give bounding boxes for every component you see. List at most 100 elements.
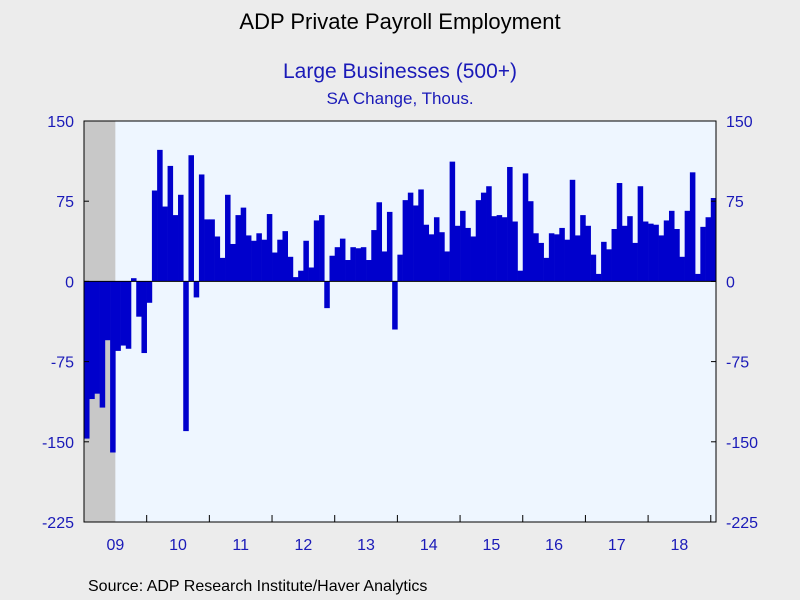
bar	[689, 172, 696, 282]
bar	[151, 190, 158, 282]
bar-series	[84, 149, 717, 453]
bar	[674, 229, 680, 282]
bar	[653, 224, 659, 282]
bar	[574, 235, 581, 282]
bar	[157, 149, 163, 282]
bar	[407, 192, 414, 282]
bar	[266, 214, 273, 282]
bar	[183, 281, 189, 432]
bar	[350, 247, 356, 282]
bar	[475, 200, 482, 282]
bar	[334, 247, 341, 282]
bar	[125, 281, 132, 349]
y-axis: 150 150 75 75 0 0 -75 -75 -150 -150 -225 -225	[42, 114, 758, 532]
y-tick-label-left: 150	[47, 114, 74, 131]
y-tick-label-left: 75	[56, 194, 74, 211]
bar	[569, 179, 576, 282]
bar	[559, 227, 565, 282]
bar	[496, 215, 503, 282]
bar	[700, 226, 706, 282]
y-tick-label-left: -225	[42, 515, 74, 532]
bar	[230, 243, 236, 282]
bar	[355, 248, 362, 282]
bar	[245, 235, 252, 282]
x-tick-label: 16	[545, 537, 563, 554]
bar	[402, 200, 409, 282]
bar	[324, 281, 330, 309]
bar	[120, 281, 127, 346]
bar	[313, 220, 320, 282]
bar	[146, 281, 153, 303]
bar	[710, 197, 717, 282]
bar	[611, 229, 618, 282]
bar	[491, 216, 497, 282]
bar	[277, 239, 283, 282]
bar	[460, 210, 466, 282]
bar	[204, 219, 210, 282]
bar	[89, 281, 95, 400]
bar	[214, 236, 221, 282]
bar	[178, 194, 184, 282]
bar	[522, 173, 529, 282]
bar	[397, 254, 403, 282]
bar	[679, 256, 685, 282]
bar	[423, 224, 430, 282]
bar	[507, 166, 513, 282]
source-note: Source: ADP Research Institute/Haver Ana…	[88, 578, 428, 595]
bar	[172, 215, 179, 282]
bar	[695, 273, 701, 282]
bar	[663, 220, 670, 282]
y-tick-label-right: 150	[726, 114, 753, 131]
bar	[595, 273, 602, 282]
bar	[418, 189, 424, 282]
bar	[632, 242, 638, 282]
bar	[209, 219, 215, 282]
bar	[162, 206, 168, 282]
bar	[193, 281, 200, 298]
chart-title: ADP Private Payroll Employment	[239, 9, 561, 34]
bar	[141, 281, 147, 354]
x-tick-label: 18	[671, 537, 689, 554]
y-tick-label-right: -75	[726, 355, 749, 372]
bar	[292, 277, 299, 282]
bar	[501, 217, 508, 282]
x-tick-label: 11	[232, 537, 249, 554]
bar	[585, 225, 591, 282]
y-tick-label-left: -150	[42, 435, 74, 452]
bar	[590, 254, 597, 282]
bar	[465, 227, 471, 282]
bar	[533, 233, 539, 282]
bar	[381, 251, 388, 282]
y-tick-label-right: -150	[726, 435, 758, 452]
bar	[648, 223, 654, 282]
bar	[386, 211, 393, 282]
bar	[454, 225, 461, 282]
bar	[538, 242, 544, 282]
bar	[235, 215, 241, 282]
chart-subtitle: Large Businesses (500+)	[282, 60, 518, 83]
x-tick-label: 12	[294, 537, 312, 554]
bar	[298, 270, 304, 282]
bar	[543, 257, 550, 282]
bar	[512, 221, 518, 282]
bar	[548, 233, 555, 282]
bar	[99, 281, 106, 408]
bar	[580, 215, 586, 282]
bar	[303, 240, 309, 282]
bar	[486, 186, 492, 282]
bar	[366, 260, 372, 282]
bar	[167, 165, 174, 282]
x-tick-label: 15	[483, 537, 501, 554]
plot-frame	[83, 120, 717, 523]
bar	[256, 233, 262, 282]
x-tick-label: 14	[420, 537, 438, 554]
bar	[84, 281, 90, 439]
bar	[240, 207, 247, 282]
bar	[110, 281, 116, 453]
bar	[449, 161, 456, 282]
x-axis: 09 10 11 12 13 14 15 16 17 18	[106, 515, 712, 554]
y-tick-label-right: 0	[726, 274, 735, 291]
bar	[251, 240, 257, 282]
bar	[705, 217, 712, 282]
